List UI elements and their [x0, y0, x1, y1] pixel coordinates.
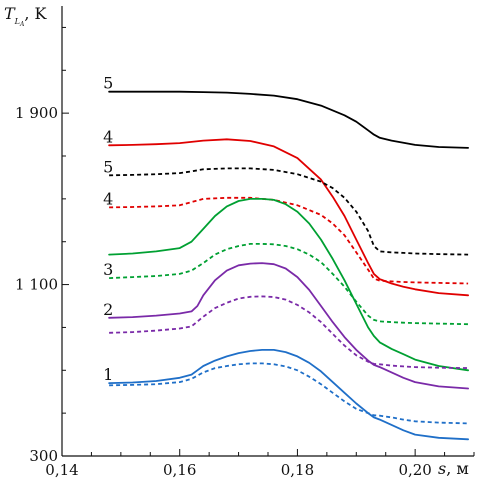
y-axis-title-unit: , K — [24, 4, 47, 23]
series-line-1-dashed — [109, 362, 469, 425]
series-label-5: 5 — [103, 157, 113, 176]
x-axis-title-unit: , м — [446, 459, 469, 478]
series-line-5-solid — [108, 90, 470, 149]
series-label-4: 4 — [103, 127, 113, 146]
series-line-2-solid — [108, 262, 470, 390]
x-tick-label: 0,14 — [45, 461, 78, 479]
series-lines — [108, 90, 470, 441]
y-tick-label: 1 100 — [15, 276, 58, 294]
x-tick-label: 0,20 — [398, 461, 431, 479]
y-tick-label: 300 — [29, 447, 58, 465]
x-axis-title-symbol: s — [438, 459, 446, 478]
series-line-5-dashed — [109, 167, 469, 256]
y-tick-label: 1 900 — [15, 104, 58, 122]
series-label-3: 3 — [103, 260, 113, 279]
series-labels: 5 4 5 4 3 2 1 — [103, 74, 113, 384]
series-line-1-solid — [108, 348, 470, 441]
series-label-2: 2 — [103, 300, 113, 319]
ticks: 300 1 100 1 900 0,14 0,16 0,18 0,20 — [15, 26, 475, 479]
x-axis-title: s, м — [438, 459, 469, 478]
x-tick-label: 0,18 — [281, 461, 314, 479]
series-label-1: 1 — [103, 365, 113, 384]
series-line-4-solid — [108, 138, 470, 297]
x-tick-label: 0,16 — [163, 461, 196, 479]
series-line-3-solid — [108, 197, 470, 372]
axes — [61, 6, 474, 457]
series-line-2-dashed — [109, 295, 469, 369]
series-label-4: 4 — [103, 189, 113, 208]
y-axis-title-subsubscript: A — [19, 21, 25, 28]
series-line-3-dashed — [109, 242, 469, 326]
series-line-4-dashed — [109, 196, 469, 285]
y-axis-title: TLA, K — [4, 4, 48, 28]
y-axis-title-subscript: L — [14, 17, 20, 26]
y-axis-title-symbol: T — [4, 4, 16, 23]
series-label-5: 5 — [103, 74, 113, 93]
